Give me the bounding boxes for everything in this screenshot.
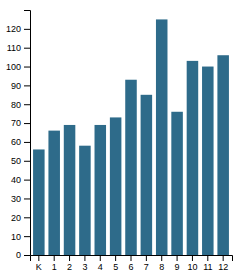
y-tick: 80 <box>11 100 30 110</box>
y-tick: 40 <box>11 175 30 185</box>
y-tick-mark <box>24 161 30 162</box>
x-tick-label: 10 <box>187 262 197 272</box>
x-tick: 1 <box>52 255 57 272</box>
x-tick-mark <box>54 255 55 261</box>
x-tick-mark <box>177 255 178 261</box>
plot: 0102030405060708090100110120K12345678910… <box>6 11 233 273</box>
y-tick: 60 <box>11 137 30 147</box>
x-tick-label: K <box>36 262 42 272</box>
bars <box>33 19 229 255</box>
x-tick-label: 7 <box>144 262 149 272</box>
y-tick: 0 <box>16 250 30 260</box>
y-tick-label: 70 <box>11 118 21 128</box>
y-tick-mark <box>24 48 30 49</box>
y-tick: 30 <box>11 194 30 204</box>
x-tick-label: 4 <box>98 262 103 272</box>
x-tick: 12 <box>218 255 228 272</box>
y-tick-label: 0 <box>16 250 21 260</box>
x-tick: 8 <box>159 255 164 272</box>
y-tick-mark <box>24 29 30 30</box>
bar <box>48 131 60 255</box>
x-tick: 4 <box>98 255 103 272</box>
y-tick-label: 90 <box>11 81 21 91</box>
y-tick: 10 <box>11 232 30 242</box>
x-tick: 3 <box>82 255 87 272</box>
x-tick-mark <box>115 255 116 261</box>
x-tick-label: 9 <box>175 262 180 272</box>
x-tick-label: 12 <box>218 262 228 272</box>
x-tick-mark <box>223 255 224 261</box>
x-tick-mark <box>146 255 147 261</box>
x-tick-mark <box>84 255 85 261</box>
x-tick-mark <box>192 255 193 261</box>
y-tick: 50 <box>11 156 30 166</box>
bar <box>79 146 91 255</box>
x-tick-mark <box>69 255 70 261</box>
y-tick-label: 10 <box>11 232 21 242</box>
x-tick-label: 8 <box>159 262 164 272</box>
y-tick-label: 80 <box>11 100 21 110</box>
x-tick-label: 3 <box>82 262 87 272</box>
y-tick-label: 60 <box>11 137 21 147</box>
bar <box>141 95 153 255</box>
bar <box>110 117 122 255</box>
bar <box>217 55 229 255</box>
x-tick: 5 <box>113 255 118 272</box>
y-tick-mark <box>24 123 30 124</box>
x-tick-label: 5 <box>113 262 118 272</box>
y-tick-label: 50 <box>11 156 21 166</box>
bar <box>33 149 45 255</box>
y-tick-mark <box>24 255 30 256</box>
x-axis: K123456789101112 <box>31 255 233 272</box>
x-tick: 2 <box>67 255 72 272</box>
y-tick-mark <box>24 104 30 105</box>
y-tick: 100 <box>6 62 30 72</box>
x-tick-mark <box>100 255 101 261</box>
x-tick: 10 <box>187 255 197 272</box>
x-axis-line <box>31 256 233 262</box>
x-tick: 11 <box>203 255 212 272</box>
x-tick: K <box>36 255 42 272</box>
y-tick-label: 30 <box>11 194 21 204</box>
x-tick-label: 1 <box>52 262 57 272</box>
y-axis-line <box>24 11 31 256</box>
x-tick-mark <box>131 255 132 261</box>
y-tick-label: 100 <box>6 62 21 72</box>
bar <box>156 19 168 255</box>
y-tick-label: 40 <box>11 175 21 185</box>
bar <box>171 112 183 255</box>
y-tick-mark <box>24 67 30 68</box>
x-tick-label: 2 <box>67 262 72 272</box>
y-tick-label: 20 <box>11 213 21 223</box>
y-tick-mark <box>24 85 30 86</box>
bar <box>64 125 76 255</box>
y-axis: 0 10 20 30 40 50 60 70 80 90 100 110 120 <box>6 11 31 261</box>
x-tick: 6 <box>128 255 133 272</box>
y-tick: 20 <box>11 213 30 223</box>
y-tick-label: 110 <box>7 43 21 53</box>
bar <box>95 125 107 255</box>
x-tick-label: 6 <box>128 262 133 272</box>
x-tick-mark <box>207 255 208 261</box>
y-tick: 110 <box>7 43 30 53</box>
x-tick: 9 <box>175 255 180 272</box>
x-tick: 7 <box>144 255 149 272</box>
chart: 0102030405060708090100110120K12345678910… <box>0 0 240 277</box>
y-tick-mark <box>24 217 30 218</box>
y-tick: 120 <box>6 24 30 34</box>
y-tick-mark <box>24 198 30 199</box>
x-tick-label: 11 <box>203 262 212 272</box>
bar <box>125 80 137 255</box>
x-tick-mark <box>161 255 162 261</box>
bar <box>202 67 214 255</box>
x-tick-mark <box>38 255 39 261</box>
y-tick: 70 <box>11 118 30 128</box>
y-tick-mark <box>24 236 30 237</box>
bar <box>187 61 199 255</box>
y-tick-label: 120 <box>6 24 21 34</box>
y-tick: 90 <box>11 81 30 91</box>
y-tick-mark <box>24 180 30 181</box>
y-tick-mark <box>24 142 30 143</box>
